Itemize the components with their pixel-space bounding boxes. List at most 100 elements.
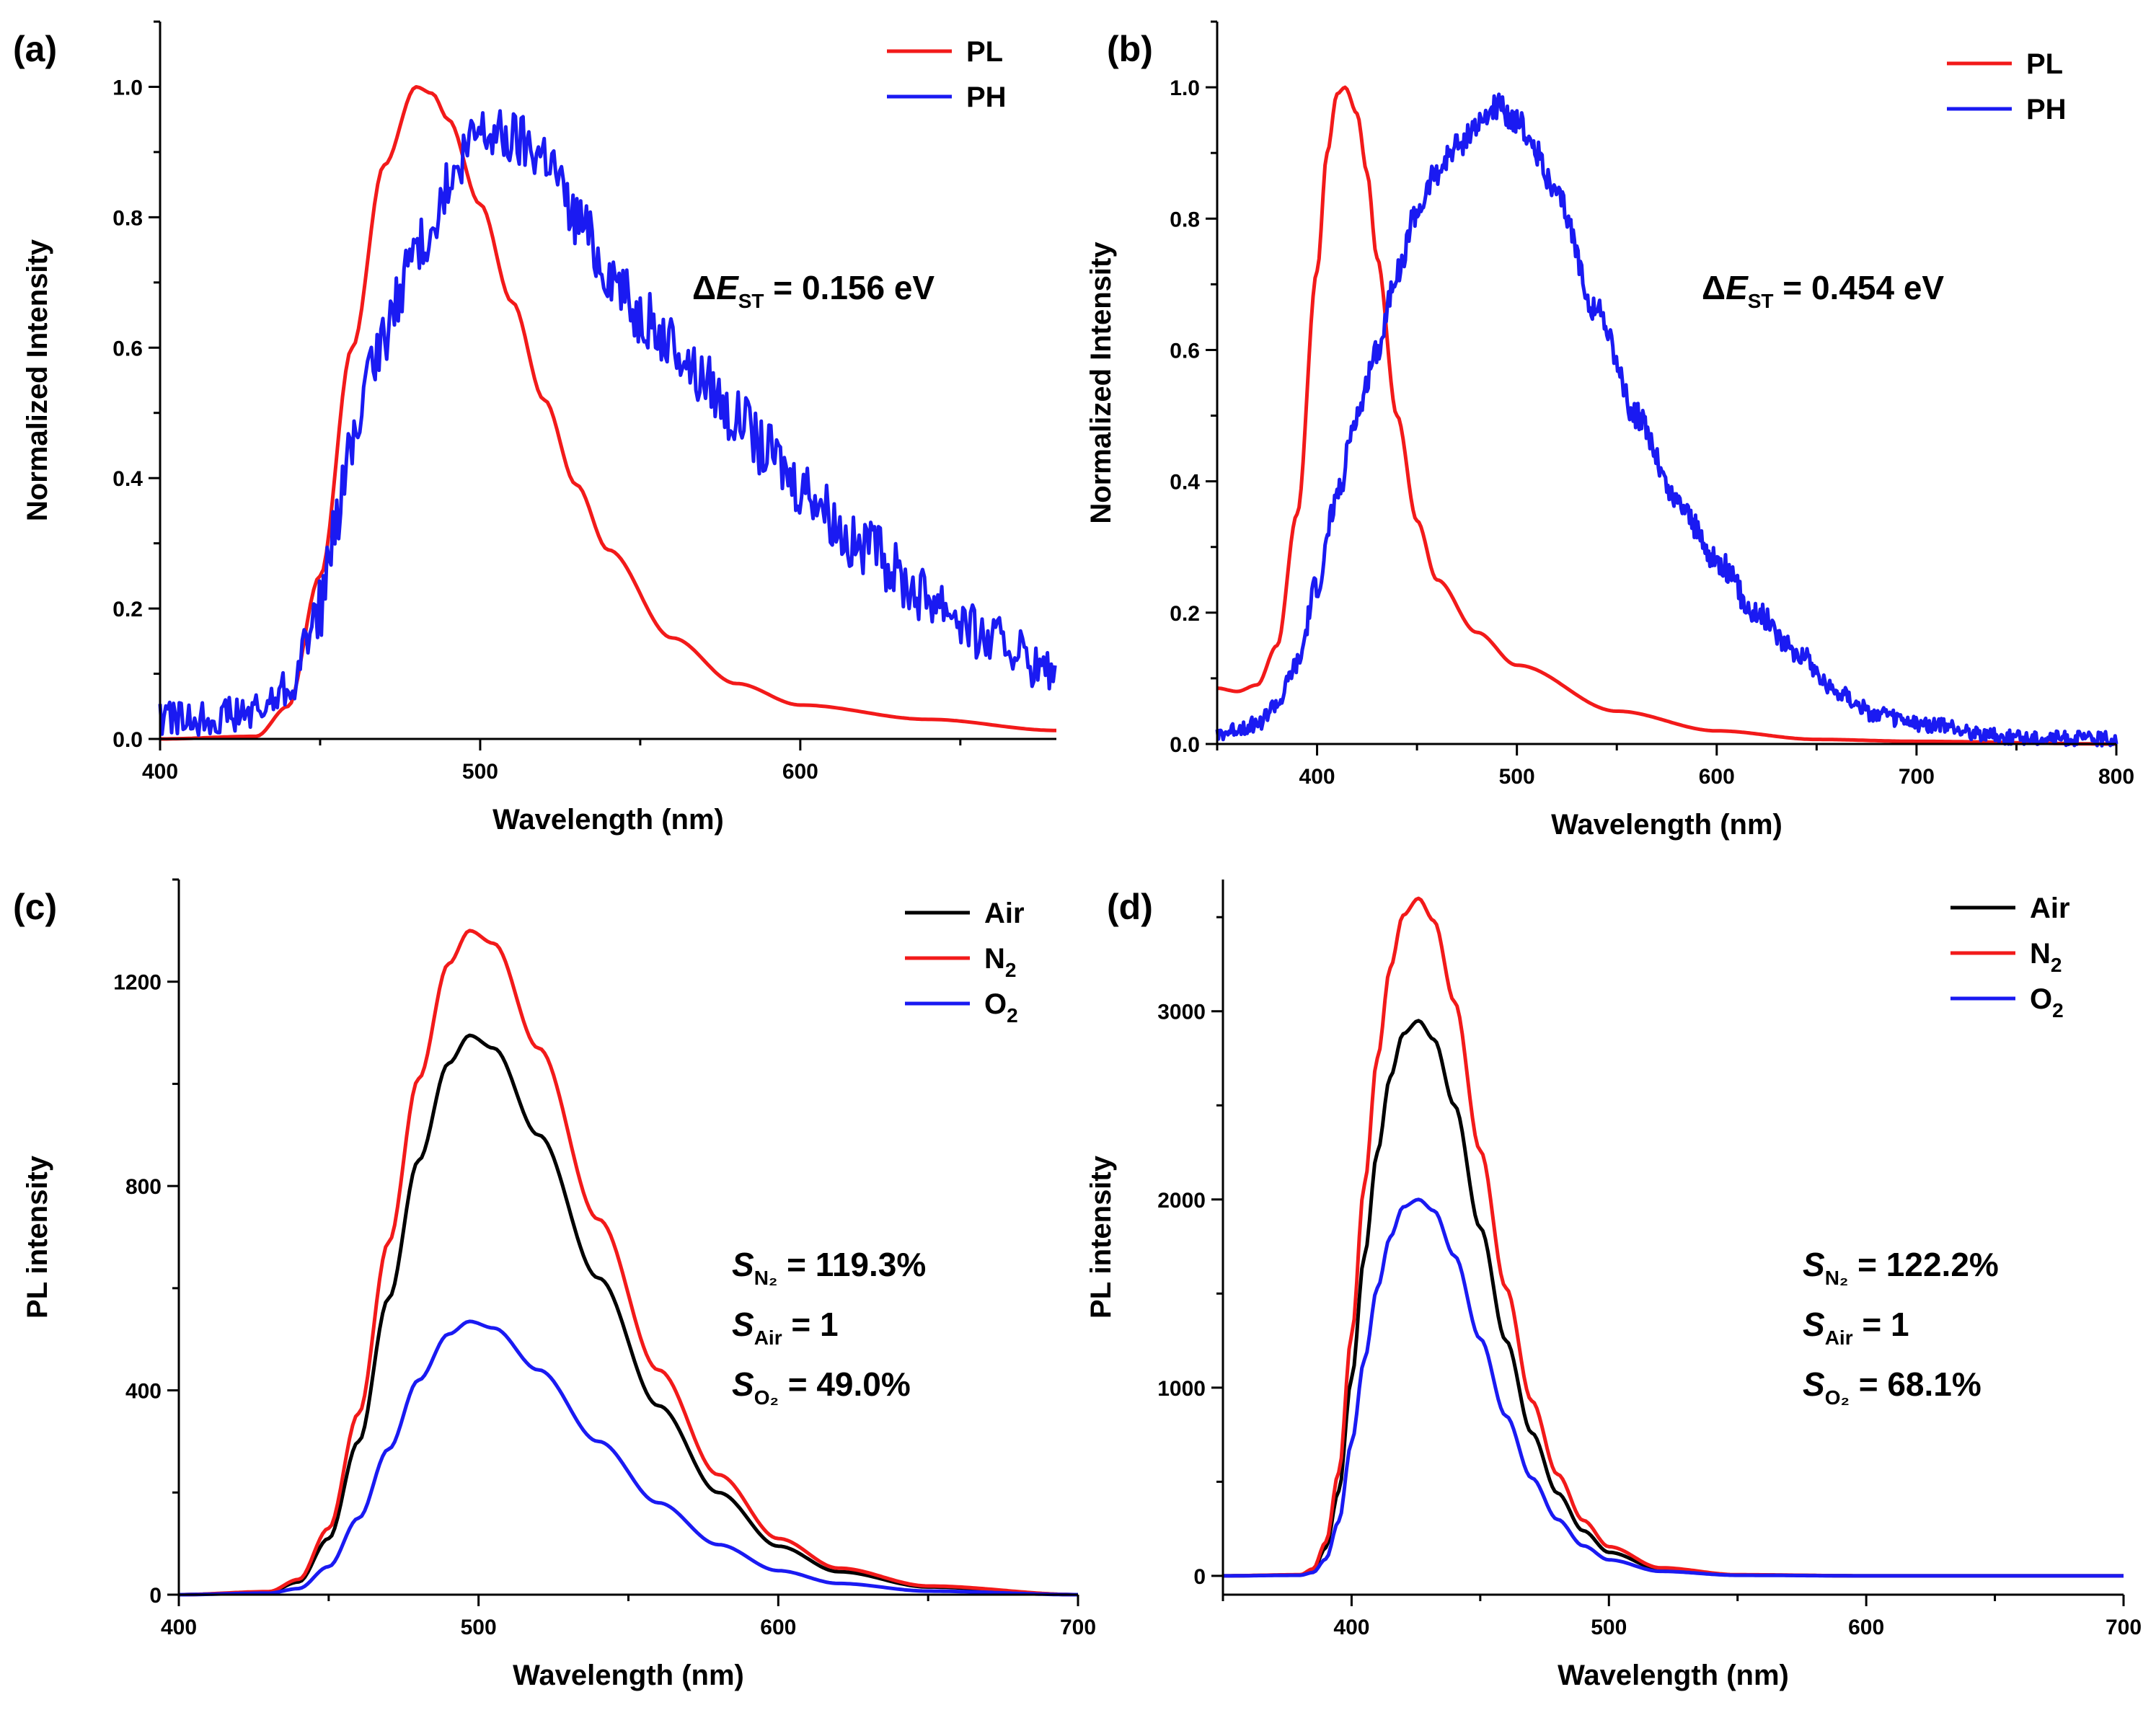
x-tick-label: 800 (2098, 765, 2134, 789)
y-tick-label: 0.4 (112, 467, 143, 491)
x-tick-label: 600 (760, 1616, 796, 1639)
annotation-variable: S (1803, 1365, 1825, 1403)
legend-label: Air (984, 898, 1025, 929)
y-tick-label: 1.0 (112, 76, 143, 99)
y-tick-label: 0.8 (112, 206, 143, 230)
legend-label-text: PL (966, 36, 1003, 68)
y-tick-label: 0.6 (112, 337, 143, 360)
x-tick-label: 400 (142, 760, 178, 784)
legend-label: PH (2026, 94, 2067, 125)
legend-label-text: N (984, 943, 1005, 975)
chart-panel-d: (d) 400 500 600 700 0 1000 2000 3000 Wavelength (… (1085, 880, 2142, 1691)
y-tick-label: 0 (149, 1584, 162, 1608)
series-line-air (179, 1033, 1078, 1597)
legend-label-subscript: 2 (1007, 1004, 1018, 1027)
sensitivity-annotation: SN₂ = 122.2% (1803, 1246, 1999, 1289)
y-tick-label: 0.6 (1170, 339, 1200, 363)
panel-label: (b) (1107, 29, 1153, 69)
annotation-value: = 1 (1853, 1306, 1909, 1343)
annotation-value: = 119.3% (777, 1246, 926, 1283)
x-tick-label: 500 (1591, 1616, 1627, 1639)
x-axis-title: Wavelength (nm) (492, 804, 724, 836)
annotation-prefix: Δ (1702, 269, 1726, 306)
annotation-subscript: O₂ (754, 1386, 779, 1409)
annotation-subscript: N₂ (754, 1267, 778, 1289)
y-tick-label: 0.4 (1170, 471, 1200, 495)
chart-panel-b: (b) 400 500 600 700 800 0.0 0.2 0.4 0.6 0.8 1.0 Wave… (1085, 20, 2134, 841)
series-line-o2 (1223, 1197, 2124, 1578)
x-tick-label: 500 (461, 1616, 497, 1639)
x-tick-label: 600 (1848, 1616, 1884, 1639)
annotation-subscript: O₂ (1825, 1386, 1850, 1409)
annotation-subscript: Air (754, 1326, 782, 1349)
legend-label-text: Air (2030, 892, 2070, 924)
sensitivity-annotation: SAir = 1 (1803, 1306, 1909, 1349)
x-tick-label: 700 (1060, 1616, 1096, 1639)
y-tick-label: 800 (125, 1175, 162, 1199)
y-tick-label: 1200 (113, 971, 162, 995)
legend-label: PH (966, 81, 1007, 113)
chart-panel-c: (c) 400 500 600 700 0 400 800 1200 Wavelength (nm… (13, 878, 1096, 1691)
legend: PL PH (1947, 48, 2067, 125)
legend-label-subscript: 2 (1005, 959, 1017, 981)
annotation-variable: E (716, 269, 739, 306)
y-tick-label: 3000 (1157, 1001, 1206, 1024)
chart-panel-a: (a) 400 500 600 0.0 0.2 0.4 0.6 0.8 1.0 Wavelength… (13, 20, 1057, 836)
y-axis-title: Normalized Intensity (22, 239, 53, 521)
annotation-subscript: ST (738, 290, 764, 312)
annotation-prefix: Δ (692, 269, 716, 306)
series-line-ph (158, 109, 1057, 738)
legend: Air N2 O2 (1950, 892, 2070, 1022)
legend-label: N2 (984, 943, 1016, 981)
legend-label: Air (2030, 892, 2070, 924)
panel-label: (a) (13, 29, 57, 69)
x-tick-label: 600 (1699, 765, 1735, 789)
legend-label-text: PL (2026, 48, 2063, 80)
legend-label-text: PH (2026, 94, 2067, 125)
y-tick-label: 1.0 (1170, 76, 1200, 100)
series-line-o2 (179, 1319, 1078, 1597)
annotation-variable: S (1803, 1246, 1825, 1283)
legend-label-text: PH (966, 81, 1007, 113)
annotation-value: = 1 (782, 1306, 839, 1343)
legend-label-text: O (984, 988, 1007, 1020)
annotation-value: = 0.454 eV (1774, 269, 1945, 306)
delta-est-annotation: ΔEST = 0.156 eV (692, 269, 935, 312)
annotation-value: = 68.1% (1850, 1365, 1982, 1403)
y-tick-label: 0.8 (1170, 208, 1200, 231)
y-axis-title: Normalized Intensity (1085, 242, 1117, 524)
y-tick-label: 2000 (1157, 1189, 1206, 1213)
series-line-air (1223, 1019, 2124, 1578)
legend-label-subscript: 2 (2052, 999, 2064, 1022)
series-line-n2 (179, 929, 1078, 1597)
sensitivity-annotation: SO₂ = 68.1% (1803, 1365, 1982, 1409)
annotation-value: = 49.0% (779, 1365, 911, 1403)
y-tick-label: 0.2 (1170, 602, 1200, 626)
delta-est-annotation: ΔEST = 0.454 eV (1702, 269, 1944, 312)
y-tick-label: 0.2 (112, 598, 143, 621)
annotation-variable: E (1726, 269, 1749, 306)
legend-label-text: N (2030, 938, 2051, 970)
legend-label: PL (966, 36, 1003, 68)
x-tick-label: 700 (2106, 1616, 2142, 1639)
y-tick-label: 0 (1193, 1565, 1206, 1589)
legend-label-text: Air (984, 898, 1025, 929)
sensitivity-annotation: SN₂ = 119.3% (732, 1246, 926, 1289)
series-line-pl (1216, 85, 2116, 746)
x-tick-label: 400 (1299, 765, 1335, 789)
series-line-ph (1215, 92, 2119, 748)
x-tick-label: 600 (782, 760, 818, 784)
y-axis-title: PL intensity (22, 1155, 53, 1319)
y-tick-label: 0.0 (112, 728, 143, 752)
annotation-value: = 122.2% (1848, 1246, 1998, 1283)
x-axis-title: Wavelength (nm) (513, 1660, 744, 1691)
annotation-variable: S (1803, 1306, 1825, 1343)
x-tick-label: 400 (1333, 1616, 1369, 1639)
legend-label: N2 (2030, 938, 2062, 976)
panel-label: (d) (1107, 887, 1153, 927)
legend-label-text: O (2030, 983, 2052, 1015)
annotation-subscript: Air (1825, 1326, 1853, 1349)
legend: PL PH (887, 36, 1007, 113)
